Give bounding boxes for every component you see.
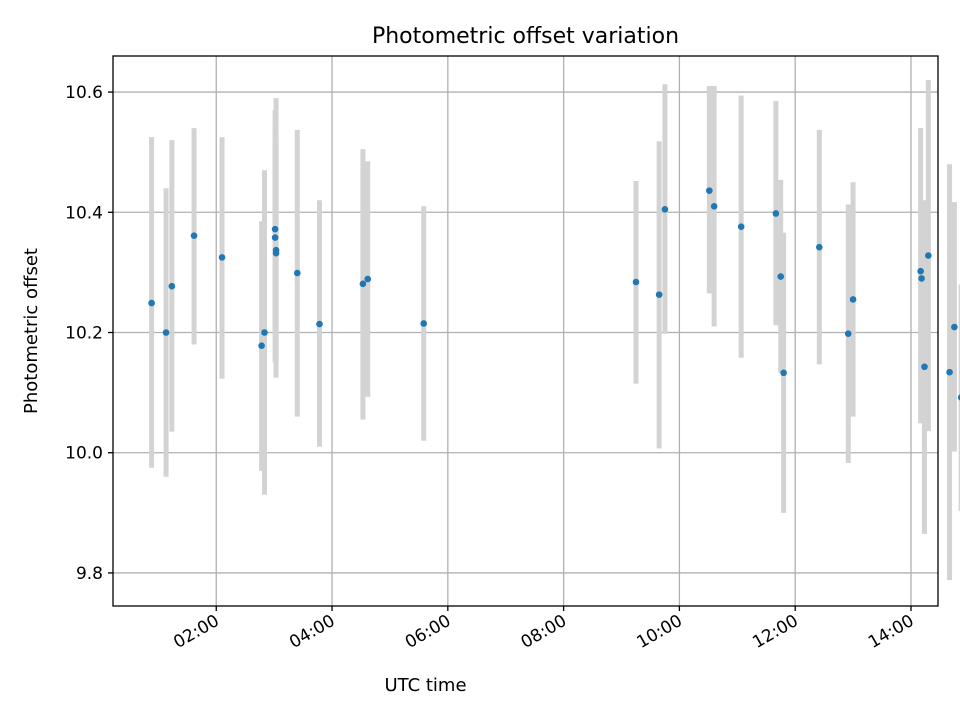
data-point — [737, 223, 745, 231]
data-point — [271, 234, 279, 241]
data-point — [957, 394, 960, 401]
x-tick-label: 12:00 — [749, 611, 801, 653]
data-point — [271, 225, 279, 233]
data-point — [420, 320, 428, 327]
y-tick-label: 9.8 — [76, 564, 103, 584]
y-tick-label: 10.0 — [65, 444, 103, 464]
x-tick-label: 04:00 — [286, 611, 338, 653]
data-point — [218, 254, 226, 261]
grid — [113, 56, 938, 606]
data-point — [917, 267, 924, 275]
y-tick-label: 10.6 — [65, 83, 103, 103]
y-tick-label: 10.4 — [65, 203, 103, 223]
data-point — [710, 202, 718, 210]
data-point — [661, 205, 669, 213]
plot-frame — [112, 55, 939, 607]
data-point — [190, 232, 198, 240]
x-tick-label: 02:00 — [170, 611, 222, 653]
data-point — [359, 280, 367, 288]
y-tick-label: 10.2 — [65, 324, 103, 344]
data-point — [706, 187, 713, 194]
data-point — [816, 243, 823, 251]
data-point — [921, 363, 928, 371]
data-point — [258, 342, 265, 350]
data-point — [261, 329, 268, 336]
data-point — [632, 278, 640, 286]
data-point — [148, 299, 155, 307]
data-point — [364, 275, 372, 283]
data-point — [946, 368, 953, 376]
chart-title: Photometric offset variation — [372, 24, 679, 49]
data-point — [844, 330, 852, 338]
x-tick-label: 14:00 — [865, 611, 917, 653]
x-tick-label: 10:00 — [633, 611, 685, 653]
data-point — [168, 282, 176, 290]
x-tick-label: 08:00 — [518, 611, 570, 653]
data-point — [951, 323, 958, 331]
data-point — [162, 329, 170, 336]
data-point — [849, 296, 857, 303]
data-point — [777, 273, 785, 280]
error-bars — [149, 80, 960, 581]
data-point — [272, 249, 280, 257]
y-axis-label: Photometric offset — [21, 248, 42, 414]
x-axis-label: UTC time — [384, 675, 466, 696]
data-point — [293, 269, 301, 277]
x-tick-label: 06:00 — [402, 611, 454, 653]
data-point — [772, 210, 780, 217]
data-point — [316, 320, 323, 328]
data-points — [148, 187, 960, 401]
data-point — [918, 275, 925, 282]
data-point — [925, 252, 932, 259]
data-point — [780, 369, 787, 377]
data-point — [655, 291, 663, 298]
